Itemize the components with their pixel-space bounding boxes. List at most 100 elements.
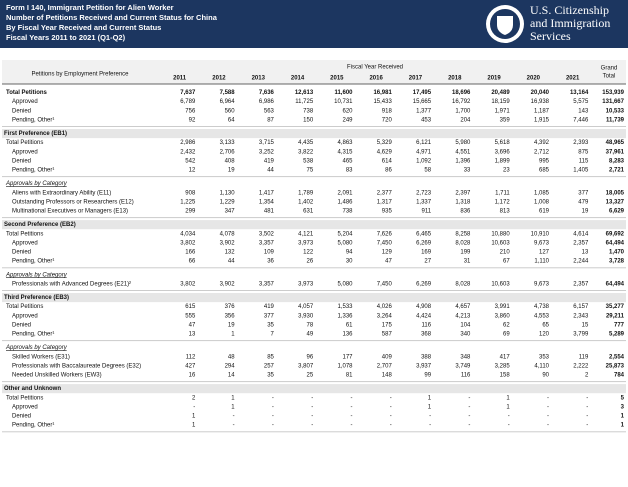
cell-value: 14 bbox=[228, 373, 235, 379]
cell-value: 299 bbox=[185, 209, 196, 215]
cell-value: 65 bbox=[542, 322, 549, 328]
cell-value: 13 bbox=[582, 250, 589, 256]
cell-value: 119 bbox=[579, 354, 589, 360]
year-header: 2016 bbox=[369, 76, 383, 82]
cell-value: 3,285 bbox=[495, 363, 511, 369]
cell-value: 11,725 bbox=[295, 99, 314, 105]
cell-value: 2,554 bbox=[609, 354, 625, 360]
cell-value: 20,040 bbox=[531, 90, 550, 96]
cell-value: 112 bbox=[186, 354, 196, 360]
cell-value: 19 bbox=[228, 322, 235, 328]
group-header: Fiscal Year Received bbox=[347, 65, 403, 71]
cell-value: 6,789 bbox=[180, 99, 196, 105]
cell-value: 30 bbox=[346, 259, 353, 265]
cell-value: 25 bbox=[307, 373, 314, 379]
cell-value: 4,121 bbox=[298, 231, 314, 237]
cell-value: 1,486 bbox=[337, 199, 353, 205]
cell-value: 86 bbox=[385, 168, 392, 174]
cell-value: 2,377 bbox=[377, 190, 393, 196]
cell-value: 148 bbox=[382, 373, 393, 379]
row-label: Pending, Other¹ bbox=[12, 259, 54, 265]
year-header: 2014 bbox=[291, 76, 305, 82]
row-label: Pending, Other¹ bbox=[12, 332, 54, 338]
cell-value: - bbox=[547, 395, 549, 401]
cell-value: 75 bbox=[307, 168, 314, 174]
cell-value: 1,336 bbox=[337, 313, 353, 319]
cell-value: 8,283 bbox=[609, 158, 625, 164]
cell-value: 6,269 bbox=[416, 240, 432, 246]
row-label: Denied bbox=[12, 158, 31, 164]
cell-value: 836 bbox=[460, 209, 471, 215]
cell-value: 150 bbox=[303, 117, 314, 123]
section-band bbox=[2, 293, 626, 303]
cell-value: 96 bbox=[307, 354, 314, 360]
cell-value: 4,657 bbox=[455, 304, 471, 310]
cell-value: 10,910 bbox=[531, 231, 550, 237]
cell-value: - bbox=[547, 423, 549, 429]
cell-value: 48 bbox=[228, 354, 235, 360]
cell-value: 908 bbox=[185, 190, 196, 196]
year-header: 2019 bbox=[487, 76, 501, 82]
cell-value: 4,863 bbox=[337, 140, 353, 146]
cell-value: 347 bbox=[225, 209, 236, 215]
cell-value: - bbox=[390, 395, 392, 401]
cell-value: 1,405 bbox=[573, 168, 589, 174]
cell-value: 1,172 bbox=[495, 199, 511, 205]
cell-value: 3,807 bbox=[298, 363, 314, 369]
cell-value: 7,450 bbox=[377, 281, 393, 287]
column-header: Petitions by Employment Preference bbox=[31, 72, 129, 78]
row-label: Pending, Other¹ bbox=[12, 423, 54, 429]
cell-value: - bbox=[468, 423, 470, 429]
cell-value: 204 bbox=[460, 117, 471, 123]
cell-value: 538 bbox=[303, 158, 314, 164]
cell-value: 64,494 bbox=[606, 240, 625, 246]
cell-value: 1,187 bbox=[534, 108, 550, 114]
cell-value: - bbox=[311, 395, 313, 401]
cell-value: 116 bbox=[422, 322, 432, 328]
cell-value: 120 bbox=[539, 332, 550, 338]
row-label: Total Petitions bbox=[6, 90, 48, 96]
cell-value: 3,860 bbox=[495, 313, 511, 319]
cell-value: 4,034 bbox=[180, 231, 196, 237]
agency-name: Services bbox=[530, 29, 571, 43]
cell-value: 64,494 bbox=[606, 281, 625, 287]
cell-value: 90 bbox=[542, 373, 549, 379]
year-header: 2018 bbox=[448, 76, 462, 82]
cell-value: - bbox=[586, 414, 588, 420]
cell-value: - bbox=[586, 423, 588, 429]
cell-value: 1 bbox=[231, 332, 235, 338]
cell-value: 1,971 bbox=[495, 108, 511, 114]
cell-value: 116 bbox=[461, 373, 471, 379]
cell-value: 2,244 bbox=[573, 259, 589, 265]
year-header: 2011 bbox=[173, 76, 187, 82]
cell-value: 738 bbox=[342, 209, 353, 215]
row-label: Multinational Executives or Managers (E1… bbox=[12, 209, 128, 215]
cell-value: - bbox=[272, 414, 274, 420]
cell-value: 4,026 bbox=[377, 304, 393, 310]
cell-value: 1,130 bbox=[220, 190, 236, 196]
cell-value: - bbox=[390, 423, 392, 429]
cell-value: 5,575 bbox=[573, 99, 589, 105]
cell-value: 5,289 bbox=[609, 332, 625, 338]
cell-value: - bbox=[586, 404, 588, 410]
cell-value: 81 bbox=[346, 373, 353, 379]
cell-value: 19 bbox=[582, 209, 589, 215]
cell-value: 3,728 bbox=[609, 259, 625, 265]
cell-value: 13 bbox=[189, 332, 196, 338]
cell-value: 1,789 bbox=[298, 190, 314, 196]
cell-value: 756 bbox=[185, 108, 196, 114]
cell-value: 44 bbox=[267, 168, 274, 174]
cell-value: 419 bbox=[264, 304, 275, 310]
cell-value: 3,799 bbox=[573, 332, 589, 338]
cell-value: 4,435 bbox=[298, 140, 314, 146]
cell-value: 2,706 bbox=[220, 149, 236, 155]
cell-value: 16 bbox=[189, 373, 196, 379]
cell-value: 5,204 bbox=[337, 231, 353, 237]
cell-value: 58 bbox=[424, 168, 431, 174]
cell-value: 8,028 bbox=[455, 281, 471, 287]
cell-value: - bbox=[311, 404, 313, 410]
cell-value: 3,822 bbox=[298, 149, 314, 155]
cell-value: 3,930 bbox=[298, 313, 314, 319]
cell-value: 7 bbox=[271, 332, 275, 338]
cell-value: 15 bbox=[582, 322, 589, 328]
